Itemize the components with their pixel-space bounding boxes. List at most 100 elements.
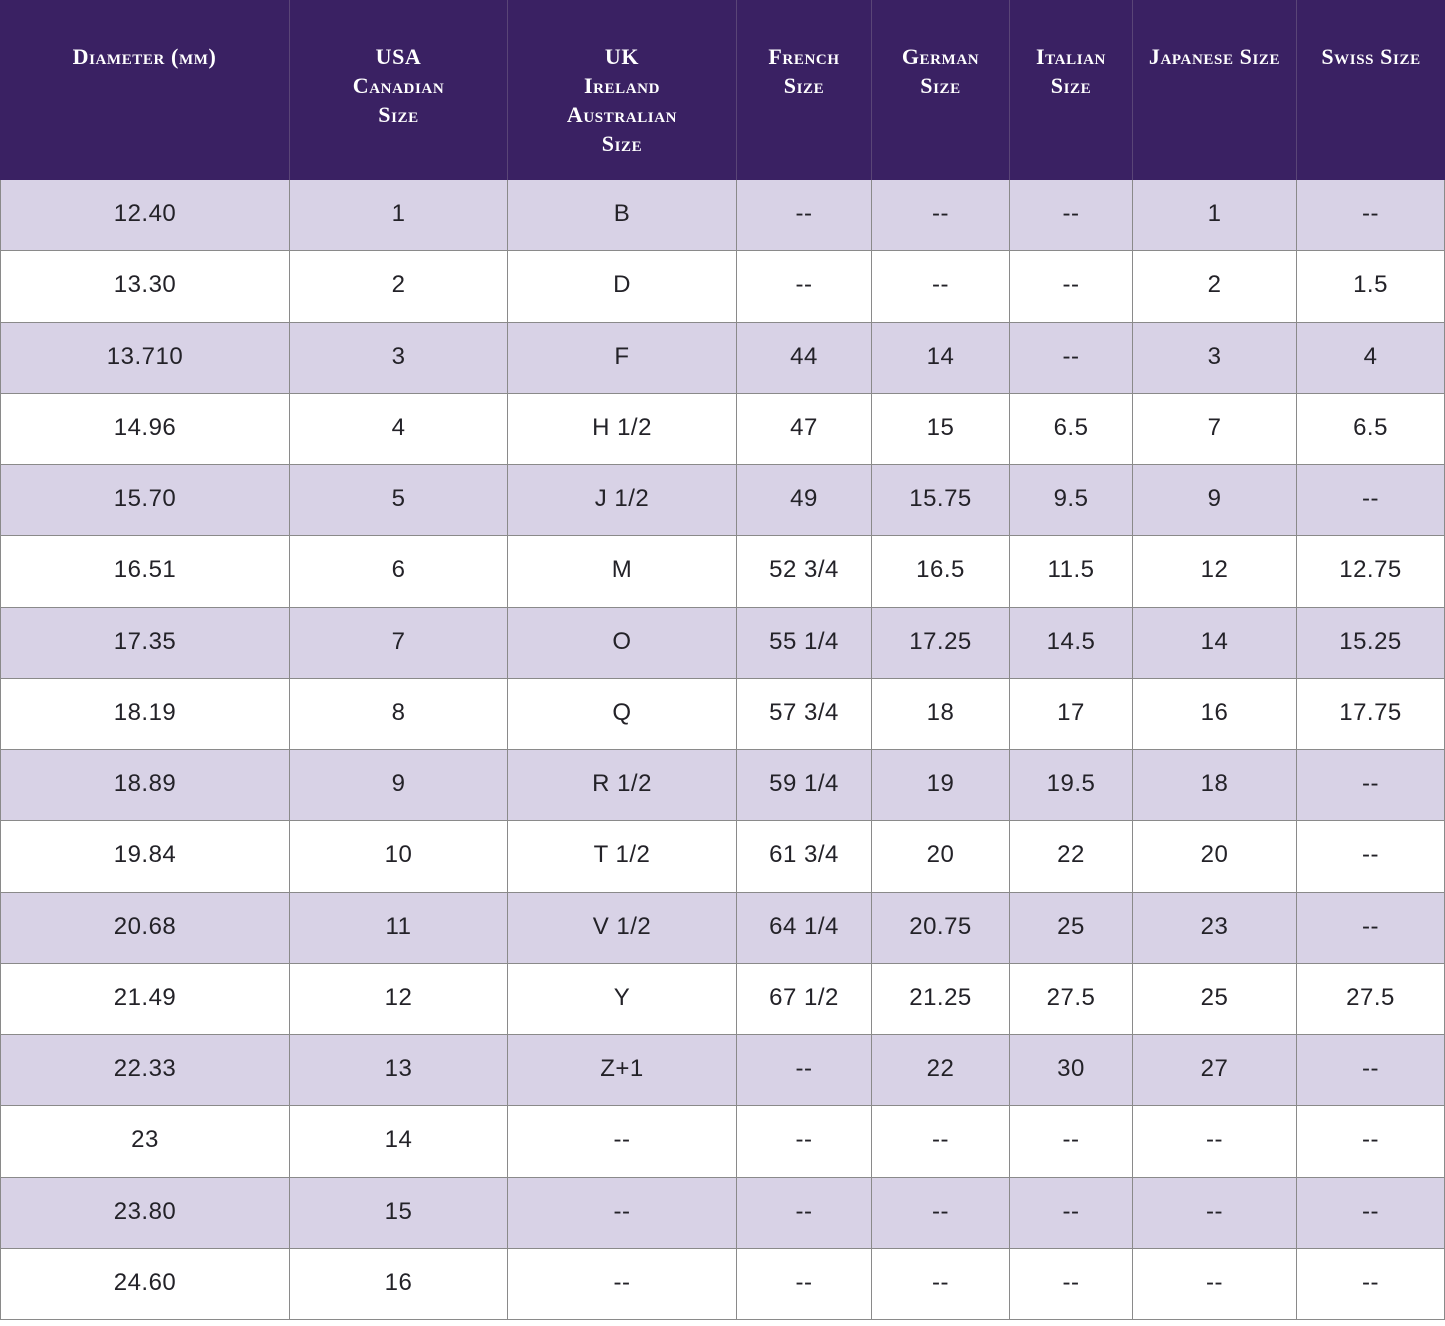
table-cell: 15.70 xyxy=(0,465,290,537)
table-cell: 22 xyxy=(872,1035,1010,1107)
table-row: 12.40 1 B -- -- -- 1 -- xyxy=(0,180,1445,252)
table-cell: J 1/2 xyxy=(508,465,737,537)
column-header-usa-canadian: USA Canadian Size xyxy=(290,0,508,180)
table-cell: F xyxy=(508,322,737,394)
table-cell: -- xyxy=(1010,180,1133,252)
table-cell: 27.5 xyxy=(1010,963,1133,1035)
table-row: 22.33 13 Z+1 -- 22 30 27 -- xyxy=(0,1035,1445,1107)
table-cell: 17.35 xyxy=(0,607,290,679)
table-cell: 11 xyxy=(290,892,508,964)
table-cell: 49 xyxy=(737,465,872,537)
table-cell: -- xyxy=(1010,1177,1133,1249)
table-cell: 25 xyxy=(1133,963,1297,1035)
table-cell: -- xyxy=(1297,180,1445,252)
table-cell: 14 xyxy=(872,322,1010,394)
table-cell: 13.710 xyxy=(0,322,290,394)
table-cell: 23 xyxy=(1133,892,1297,964)
table-cell: 19.84 xyxy=(0,821,290,893)
table-cell: -- xyxy=(1297,1035,1445,1107)
table-cell: 22 xyxy=(1010,821,1133,893)
table-cell: R 1/2 xyxy=(508,750,737,822)
table-cell: 15.25 xyxy=(1297,607,1445,679)
table-cell: 18.19 xyxy=(0,678,290,750)
table-cell: 25 xyxy=(1010,892,1133,964)
table-cell: 27.5 xyxy=(1297,963,1445,1035)
table-cell: -- xyxy=(872,1248,1010,1320)
table-cell: 52 3/4 xyxy=(737,536,872,608)
table-cell: 17.75 xyxy=(1297,678,1445,750)
column-header-italian: Italian Size xyxy=(1010,0,1133,180)
table-row: 20.68 11 V 1/2 64 1/4 20.75 25 23 -- xyxy=(0,892,1445,964)
table-cell: 5 xyxy=(290,465,508,537)
table-cell: 55 1/4 xyxy=(737,607,872,679)
table-row: 17.35 7 O 55 1/4 17.25 14.5 14 15.25 xyxy=(0,607,1445,679)
table-row: 24.60 16 -- -- -- -- -- -- xyxy=(0,1248,1445,1320)
table-cell: -- xyxy=(737,1177,872,1249)
table-cell: Y xyxy=(508,963,737,1035)
table-header: Diameter (mm) USA Canadian Size UK Irela… xyxy=(0,0,1445,180)
table-cell: -- xyxy=(1297,750,1445,822)
table-cell: 20 xyxy=(872,821,1010,893)
table-cell: 4 xyxy=(290,393,508,465)
table-cell: -- xyxy=(1297,1248,1445,1320)
table-cell: 20.68 xyxy=(0,892,290,964)
table-cell: 19.5 xyxy=(1010,750,1133,822)
table-cell: 7 xyxy=(1133,393,1297,465)
table-cell: 12 xyxy=(1133,536,1297,608)
table-cell: -- xyxy=(737,251,872,323)
table-cell: 10 xyxy=(290,821,508,893)
table-cell: 13.30 xyxy=(0,251,290,323)
table-cell: 64 1/4 xyxy=(737,892,872,964)
table-cell: 27 xyxy=(1133,1035,1297,1107)
table-cell: 8 xyxy=(290,678,508,750)
table-cell: -- xyxy=(1010,1106,1133,1178)
table-cell: 47 xyxy=(737,393,872,465)
table-row: 18.19 8 Q 57 3/4 18 17 16 17.75 xyxy=(0,678,1445,750)
table-cell: 2 xyxy=(290,251,508,323)
table-cell: -- xyxy=(508,1177,737,1249)
table-row: 19.84 10 T 1/2 61 3/4 20 22 20 -- xyxy=(0,821,1445,893)
table-cell: -- xyxy=(1133,1106,1297,1178)
table-cell: 24.60 xyxy=(0,1248,290,1320)
table-cell: 6 xyxy=(290,536,508,608)
table-cell: 13 xyxy=(290,1035,508,1107)
table-cell: 30 xyxy=(1010,1035,1133,1107)
table-cell: -- xyxy=(737,1248,872,1320)
table-cell: -- xyxy=(1010,251,1133,323)
table-row: 23 14 -- -- -- -- -- -- xyxy=(0,1106,1445,1178)
table-cell: V 1/2 xyxy=(508,892,737,964)
table-cell: 19 xyxy=(872,750,1010,822)
table-cell: 16.5 xyxy=(872,536,1010,608)
table-cell: B xyxy=(508,180,737,252)
table-cell: 23 xyxy=(0,1106,290,1178)
table-row: 16.51 6 M 52 3/4 16.5 11.5 12 12.75 xyxy=(0,536,1445,608)
table-cell: -- xyxy=(1297,1177,1445,1249)
table-cell: 1 xyxy=(1133,180,1297,252)
table-cell: 2 xyxy=(1133,251,1297,323)
column-header-diameter: Diameter (mm) xyxy=(0,0,290,180)
table-cell: -- xyxy=(1297,892,1445,964)
table-cell: 21.49 xyxy=(0,963,290,1035)
table-cell: 7 xyxy=(290,607,508,679)
table-cell: 14 xyxy=(290,1106,508,1178)
table-cell: 6.5 xyxy=(1010,393,1133,465)
table-cell: 18 xyxy=(872,678,1010,750)
table-cell: -- xyxy=(872,251,1010,323)
table-cell: 23.80 xyxy=(0,1177,290,1249)
table-cell: 44 xyxy=(737,322,872,394)
column-header-german: German Size xyxy=(872,0,1010,180)
table-cell: 18.89 xyxy=(0,750,290,822)
table-cell: 11.5 xyxy=(1010,536,1133,608)
table-cell: 21.25 xyxy=(872,963,1010,1035)
table-cell: 14.5 xyxy=(1010,607,1133,679)
column-header-japanese: Japanese Size xyxy=(1133,0,1297,180)
table-cell: 1 xyxy=(290,180,508,252)
table-row: 14.96 4 H 1/2 47 15 6.5 7 6.5 xyxy=(0,393,1445,465)
table-cell: 9.5 xyxy=(1010,465,1133,537)
column-header-swiss: Swiss Size xyxy=(1321,44,1421,69)
table-cell: 16 xyxy=(1133,678,1297,750)
table-row: 13.710 3 F 44 14 -- 3 4 xyxy=(0,322,1445,394)
table-cell: Z+1 xyxy=(508,1035,737,1107)
table-cell: 16 xyxy=(290,1248,508,1320)
table-cell: -- xyxy=(1297,821,1445,893)
